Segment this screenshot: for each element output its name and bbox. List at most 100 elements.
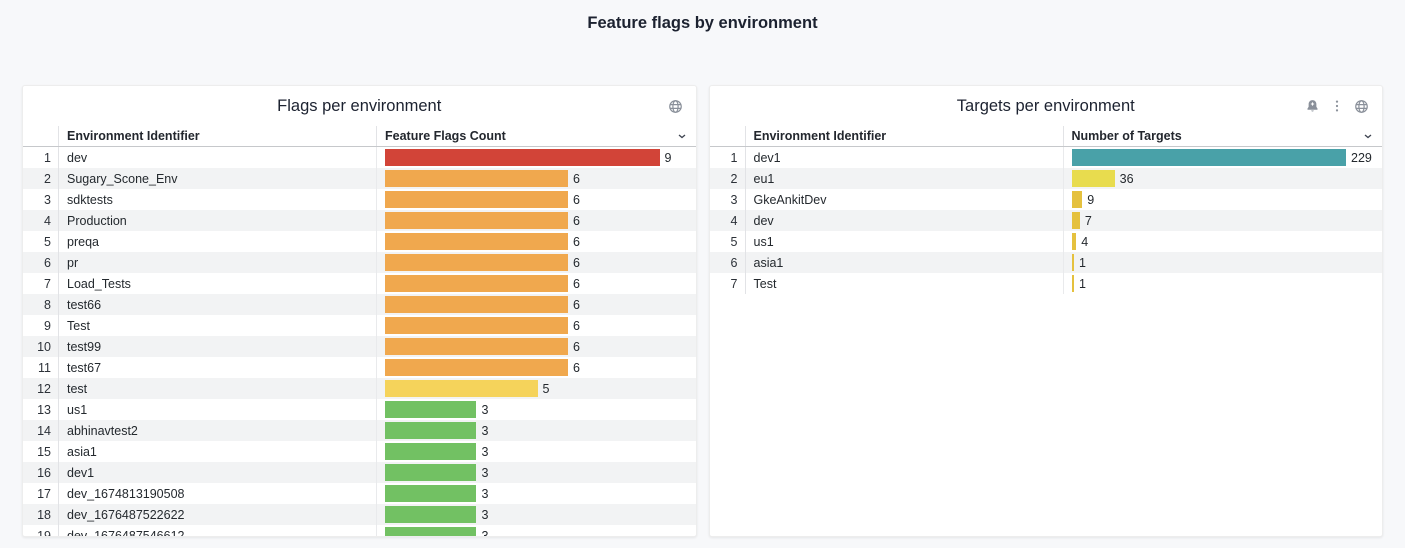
row-number: 4	[23, 210, 59, 231]
panel-targets-per-environment: Targets per environment	[708, 85, 1383, 537]
column-header-environment-identifier[interactable]: Environment Identifier	[59, 126, 377, 146]
value-bar	[385, 275, 568, 292]
environment-name: preqa	[59, 231, 377, 252]
value-cell: 6	[377, 357, 696, 378]
table-row: 11 test67 6	[23, 357, 696, 378]
row-number-column-header	[23, 126, 59, 146]
value-cell: 6	[377, 189, 696, 210]
row-number-column-header	[710, 126, 746, 146]
value-cell: 9	[377, 147, 696, 168]
row-number: 2	[23, 168, 59, 189]
environment-name: Load_Tests	[59, 273, 377, 294]
value-bar	[385, 170, 568, 187]
bell-plus-icon[interactable]	[1305, 99, 1320, 114]
value-bar	[385, 317, 568, 334]
value-label: 1	[1079, 276, 1086, 291]
chevron-down-icon[interactable]	[676, 130, 688, 142]
row-number: 11	[23, 357, 59, 378]
value-bar	[385, 443, 477, 460]
value-label: 6	[572, 255, 580, 270]
globe-icon[interactable]	[1354, 99, 1369, 114]
value-bar	[1071, 149, 1346, 166]
value-label: 5	[542, 381, 550, 396]
value-cell: 36	[1064, 168, 1383, 189]
environment-name: dev	[59, 147, 377, 168]
value-label: 3	[481, 402, 489, 417]
environment-name: eu1	[746, 168, 1064, 189]
environment-name: GkeAnkitDev	[746, 189, 1064, 210]
value-cell: 6	[377, 231, 696, 252]
row-number: 1	[710, 147, 746, 168]
value-bar	[1071, 233, 1077, 250]
environment-name: asia1	[746, 252, 1064, 273]
environment-name: Sugary_Scone_Env	[59, 168, 377, 189]
value-bar	[385, 527, 477, 536]
value-bar	[385, 191, 568, 208]
value-cell: 4	[1064, 231, 1383, 252]
value-bar	[385, 149, 660, 166]
value-label: 3	[481, 444, 489, 459]
table-row: 3 GkeAnkitDev 9	[710, 189, 1383, 210]
value-label: 3	[481, 486, 489, 501]
row-number: 7	[23, 273, 59, 294]
value-bar	[385, 212, 568, 229]
column-header-environment-identifier[interactable]: Environment Identifier	[746, 126, 1064, 146]
value-cell: 6	[377, 315, 696, 336]
value-cell: 6	[377, 273, 696, 294]
row-number: 3	[23, 189, 59, 210]
value-bar	[385, 338, 568, 355]
table-row: 18 dev_1676487522622 3	[23, 504, 696, 525]
value-cell: 1	[1064, 273, 1383, 294]
column-header-value[interactable]: Feature Flags Count	[377, 126, 696, 146]
environment-name: Test	[59, 315, 377, 336]
value-cell: 3	[377, 420, 696, 441]
row-number: 10	[23, 336, 59, 357]
row-number: 4	[710, 210, 746, 231]
value-bar	[1071, 254, 1074, 271]
panel-flags-per-environment: Flags per environment Environment Identi…	[22, 85, 697, 537]
row-number: 6	[710, 252, 746, 273]
table-row: 10 test99 6	[23, 336, 696, 357]
table-row: 15 asia1 3	[23, 441, 696, 462]
table-header-row: Environment Identifier Number of Targets	[709, 126, 1383, 147]
table-row: 4 Production 6	[23, 210, 696, 231]
value-bar	[385, 422, 477, 439]
chevron-down-icon[interactable]	[1362, 130, 1374, 142]
environment-name: dev1	[746, 147, 1064, 168]
row-number: 15	[23, 441, 59, 462]
row-number: 17	[23, 483, 59, 504]
value-label: 36	[1119, 171, 1134, 186]
value-bar	[385, 380, 538, 397]
kebab-menu-icon[interactable]	[1330, 99, 1344, 113]
row-number: 18	[23, 504, 59, 525]
value-label: 229	[1351, 150, 1372, 165]
row-number: 5	[710, 231, 746, 252]
environment-name: dev_1676487546612	[59, 525, 377, 536]
table-body: 1 dev 9 2 Sugary_Scone_Env 6 3 sdktests …	[23, 147, 696, 536]
row-number: 13	[23, 399, 59, 420]
table-row: 13 us1 3	[23, 399, 696, 420]
panel-header: Targets per environment	[710, 86, 1383, 126]
column-header-value[interactable]: Number of Targets	[1064, 126, 1383, 146]
value-label: 3	[481, 423, 489, 438]
row-number: 9	[23, 315, 59, 336]
panel-title[interactable]: Flags per environment	[277, 96, 442, 115]
environment-name: Production	[59, 210, 377, 231]
environment-name: dev1	[59, 462, 377, 483]
row-number: 5	[23, 231, 59, 252]
value-label: 6	[572, 171, 580, 186]
value-cell: 9	[1064, 189, 1383, 210]
value-label: 6	[572, 360, 580, 375]
panel-title[interactable]: Targets per environment	[956, 96, 1135, 115]
row-number: 6	[23, 252, 59, 273]
value-label: 9	[664, 150, 672, 165]
environment-name: abhinavtest2	[59, 420, 377, 441]
value-bar	[385, 401, 477, 418]
panel-header-icons	[1305, 86, 1369, 126]
table-row: 14 abhinavtest2 3	[23, 420, 696, 441]
value-cell: 6	[377, 336, 696, 357]
globe-icon[interactable]	[668, 99, 683, 114]
table-row: 7 Test 1	[710, 273, 1383, 294]
table-row: 1 dev1 229	[710, 147, 1383, 168]
value-cell: 3	[377, 504, 696, 525]
